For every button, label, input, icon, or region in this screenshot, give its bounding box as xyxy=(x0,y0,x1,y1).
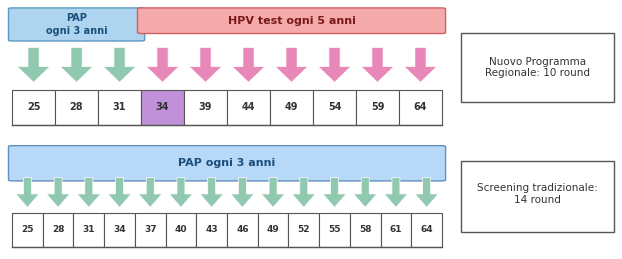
Polygon shape xyxy=(189,47,222,82)
Text: 46: 46 xyxy=(236,226,249,234)
Bar xyxy=(104,213,135,247)
Text: 59: 59 xyxy=(371,102,384,112)
Text: 28: 28 xyxy=(52,226,65,234)
Polygon shape xyxy=(323,178,346,207)
Bar xyxy=(55,90,98,125)
Text: 34: 34 xyxy=(113,226,126,234)
Polygon shape xyxy=(232,47,265,82)
Text: 34: 34 xyxy=(156,102,169,112)
Polygon shape xyxy=(292,178,315,207)
Text: 54: 54 xyxy=(328,102,341,112)
Polygon shape xyxy=(384,178,407,207)
Text: Screening tradizionale:
14 round: Screening tradizionale: 14 round xyxy=(477,183,598,205)
Polygon shape xyxy=(361,47,394,82)
Polygon shape xyxy=(146,47,179,82)
Bar xyxy=(381,213,411,247)
Text: 43: 43 xyxy=(205,226,218,234)
Text: 25: 25 xyxy=(21,226,34,234)
Text: 44: 44 xyxy=(242,102,255,112)
Bar xyxy=(141,90,184,125)
Bar xyxy=(319,213,350,247)
Text: 31: 31 xyxy=(83,226,95,234)
Polygon shape xyxy=(231,178,254,207)
Bar xyxy=(461,33,614,102)
Bar xyxy=(165,213,197,247)
Bar xyxy=(313,90,356,125)
Bar xyxy=(43,213,73,247)
Polygon shape xyxy=(353,178,377,207)
FancyBboxPatch shape xyxy=(137,8,445,33)
Text: 31: 31 xyxy=(113,102,126,112)
Polygon shape xyxy=(139,178,162,207)
Bar xyxy=(461,161,614,232)
Text: 64: 64 xyxy=(420,226,433,234)
Text: 39: 39 xyxy=(199,102,212,112)
Bar xyxy=(12,90,55,125)
Polygon shape xyxy=(169,178,193,207)
Bar xyxy=(197,213,227,247)
Polygon shape xyxy=(60,47,93,82)
Polygon shape xyxy=(103,47,136,82)
Text: 49: 49 xyxy=(285,102,299,112)
Text: Nuovo Programma
Regionale: 10 round: Nuovo Programma Regionale: 10 round xyxy=(485,56,590,78)
Text: 61: 61 xyxy=(389,226,402,234)
Polygon shape xyxy=(47,178,70,207)
FancyBboxPatch shape xyxy=(9,8,145,41)
Text: HPV test ogni 5 anni: HPV test ogni 5 anni xyxy=(228,16,355,26)
Polygon shape xyxy=(318,47,351,82)
Text: PAP
ogni 3 anni: PAP ogni 3 anni xyxy=(46,13,108,36)
Bar xyxy=(356,90,399,125)
Text: 25: 25 xyxy=(27,102,40,112)
Bar xyxy=(73,213,104,247)
Bar xyxy=(289,213,319,247)
Bar xyxy=(98,90,141,125)
Bar xyxy=(227,213,258,247)
Bar xyxy=(270,90,313,125)
Text: PAP ogni 3 anni: PAP ogni 3 anni xyxy=(179,158,276,168)
Bar xyxy=(135,213,165,247)
Polygon shape xyxy=(275,47,308,82)
Bar xyxy=(399,90,442,125)
Text: 37: 37 xyxy=(144,226,157,234)
Polygon shape xyxy=(17,47,50,82)
Polygon shape xyxy=(77,178,101,207)
Bar xyxy=(12,213,43,247)
Text: 64: 64 xyxy=(414,102,427,112)
Bar xyxy=(258,213,289,247)
Polygon shape xyxy=(108,178,131,207)
Bar xyxy=(184,90,227,125)
Polygon shape xyxy=(200,178,223,207)
Polygon shape xyxy=(404,47,437,82)
Text: 49: 49 xyxy=(267,226,279,234)
Text: 40: 40 xyxy=(175,226,187,234)
Bar xyxy=(350,213,381,247)
Polygon shape xyxy=(261,178,285,207)
Polygon shape xyxy=(415,178,439,207)
Text: 55: 55 xyxy=(328,226,341,234)
Bar xyxy=(227,90,270,125)
Polygon shape xyxy=(16,178,39,207)
Text: 58: 58 xyxy=(359,226,371,234)
FancyBboxPatch shape xyxy=(9,146,445,181)
Text: 52: 52 xyxy=(297,226,310,234)
Text: 28: 28 xyxy=(70,102,83,112)
Bar xyxy=(411,213,442,247)
